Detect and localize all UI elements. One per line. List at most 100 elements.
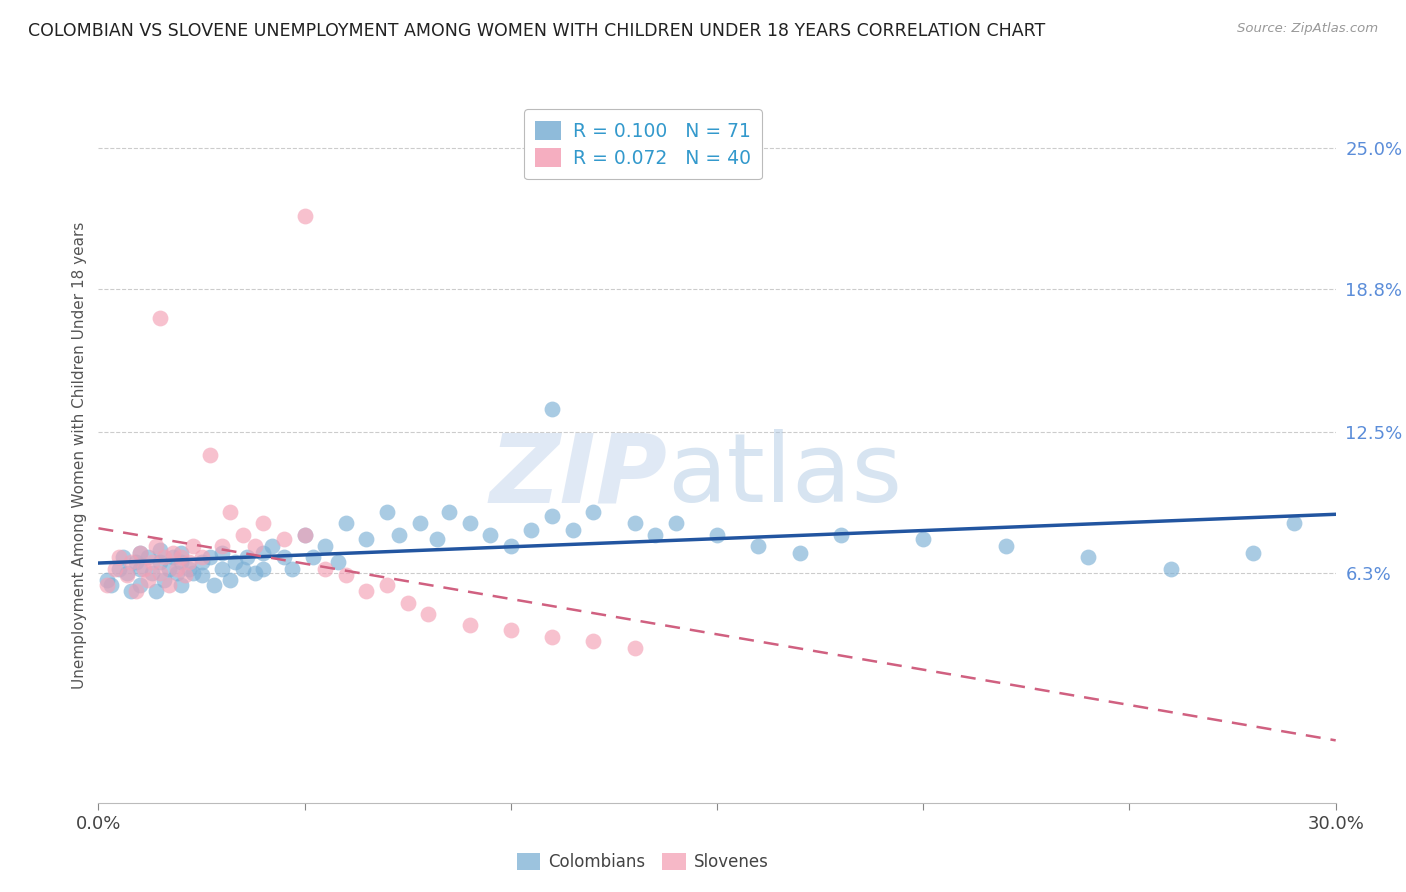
Point [260,539,283,553]
Point [128,546,150,560]
Point [623,516,645,530]
Point [190,568,212,582]
Point [1160,561,1182,575]
Point [499,539,522,553]
Point [1077,550,1099,565]
Point [108,561,131,575]
Point [224,555,246,569]
Point [437,505,460,519]
Point [170,546,193,560]
Point [326,555,349,569]
Point [149,555,172,569]
Point [623,641,645,656]
Point [108,550,131,565]
Point [520,523,543,537]
Point [170,555,193,569]
Point [458,618,481,632]
Point [232,527,254,541]
Point [202,577,225,591]
Text: ZIP: ZIP [489,429,668,523]
Point [789,546,811,560]
Point [211,561,233,575]
Point [396,596,419,610]
Point [314,561,336,575]
Point [219,505,242,519]
Point [375,505,398,519]
Point [190,550,212,565]
Point [211,539,233,553]
Point [479,527,502,541]
Point [149,311,172,326]
Point [153,550,176,565]
Point [149,566,172,581]
Point [149,543,172,558]
Point [181,539,204,553]
Point [830,527,852,541]
Point [128,561,150,575]
Point [356,532,378,546]
Point [375,577,398,591]
Point [162,546,184,560]
Point [644,527,666,541]
Point [179,555,201,569]
Point [232,561,254,575]
Point [124,584,146,599]
Point [179,561,201,575]
Point [418,607,440,621]
Point [912,532,935,546]
Point [356,584,378,599]
Point [747,539,769,553]
Point [166,566,188,581]
Point [426,532,449,546]
Point [541,402,564,417]
Text: COLOMBIAN VS SLOVENE UNEMPLOYMENT AMONG WOMEN WITH CHILDREN UNDER 18 YEARS CORRE: COLOMBIAN VS SLOVENE UNEMPLOYMENT AMONG … [28,22,1046,40]
Point [252,516,274,530]
Point [219,573,242,587]
Point [335,516,357,530]
Point [273,532,295,546]
Point [994,539,1017,553]
Point [294,527,316,541]
Point [157,577,180,591]
Point [166,561,188,575]
Point [136,573,159,587]
Point [141,566,163,581]
Point [128,577,150,591]
Text: Source: ZipAtlas.com: Source: ZipAtlas.com [1237,22,1378,36]
Point [236,550,259,565]
Point [541,509,564,524]
Y-axis label: Unemployment Among Women with Children Under 18 years: Unemployment Among Women with Children U… [72,221,87,689]
Point [117,566,139,581]
Point [665,516,688,530]
Point [190,555,212,569]
Point [302,550,325,565]
Point [120,555,142,569]
Point [117,568,139,582]
Point [96,577,118,591]
Point [132,561,155,575]
Point [181,566,204,581]
Point [388,527,411,541]
Point [96,573,118,587]
Point [314,539,336,553]
Point [273,550,295,565]
Point [157,561,180,575]
Point [1284,516,1306,530]
Point [141,555,163,569]
Point [120,584,142,599]
Point [281,561,304,575]
Point [174,568,197,582]
Point [198,448,221,462]
Point [170,550,193,565]
Point [145,584,167,599]
Text: atlas: atlas [668,429,903,523]
Point [104,561,127,575]
Point [294,209,316,223]
Point [128,546,150,560]
Point [335,568,357,582]
Point [170,577,193,591]
Point [561,523,583,537]
Point [243,539,266,553]
Point [252,561,274,575]
Point [211,546,233,560]
